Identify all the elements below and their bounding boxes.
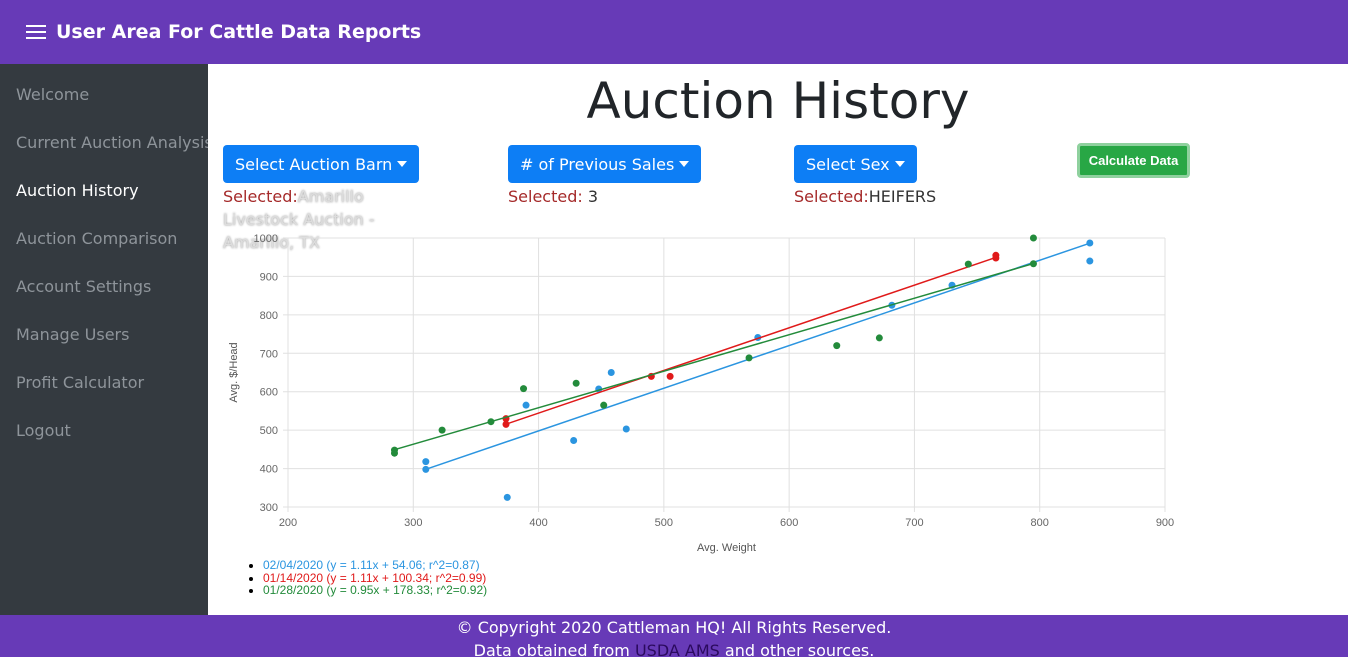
selected-sales: Selected: 3 [508, 185, 598, 208]
selected-sex-value: HEIFERS [868, 187, 937, 206]
sidebar-item-logout[interactable]: Logout [16, 421, 71, 440]
sidebar-item-auction-history[interactable]: Auction History [16, 181, 139, 200]
data-point-series-0 [1086, 257, 1094, 265]
selected-barn-value: Amarillo Livestock Auction - Amarillo, T… [223, 187, 375, 252]
legend-label: 02/04/2020 (y = 1.11x + 54.06; r^2=0.87) [263, 558, 480, 572]
chart-legend: 02/04/2020 (y = 1.11x + 54.06; r^2=0.87)… [246, 559, 487, 597]
main-content: Auction History Select Auction Barn # of… [208, 64, 1348, 615]
footer: © Copyright 2020 Cattleman HQ! All Right… [0, 615, 1348, 657]
data-point-series-2 [390, 449, 398, 457]
x-tick-label: 200 [279, 517, 297, 529]
legend-label: 01/28/2020 (y = 0.95x + 178.33; r^2=0.92… [263, 583, 488, 597]
selected-sales-label: Selected: [508, 187, 583, 206]
x-tick-label: 500 [655, 517, 673, 529]
data-point-series-2 [600, 401, 608, 409]
data-point-series-0 [503, 493, 511, 501]
data-point-series-2 [964, 260, 972, 268]
y-tick-label: 600 [260, 387, 278, 399]
data-point-series-2 [1029, 234, 1037, 242]
y-tick-label: 500 [260, 425, 278, 437]
data-point-series-2 [745, 354, 753, 362]
x-tick-label: 600 [780, 517, 798, 529]
data-point-series-0 [607, 369, 615, 376]
caret-down-icon [894, 161, 905, 167]
data-point-series-2 [1029, 260, 1037, 268]
data-point-series-2 [572, 379, 580, 387]
y-axis-label: Avg. $/Head [228, 342, 240, 402]
legend-item-series-0: 02/04/2020 (y = 1.11x + 54.06; r^2=0.87) [263, 559, 487, 572]
data-point-series-0 [1086, 239, 1094, 247]
sidebar-item-account-settings[interactable]: Account Settings [16, 277, 152, 296]
data-source-suffix: and other sources. [724, 641, 875, 657]
data-point-series-1 [992, 254, 1000, 262]
select-auction-barn-label: Select Auction Barn [235, 154, 393, 174]
copyright-text: © Copyright 2020 Cattleman HQ! All Right… [456, 618, 892, 637]
legend-item-series-2: 01/28/2020 (y = 0.95x + 178.33; r^2=0.92… [263, 584, 487, 597]
previous-sales-dropdown[interactable]: # of Previous Sales [508, 145, 702, 183]
legend-item-series-1: 01/14/2020 (y = 1.11x + 100.34; r^2=0.99… [263, 570, 487, 585]
trendline-series-2 [394, 262, 1034, 451]
select-sex-dropdown[interactable]: Select Sex [794, 145, 917, 183]
data-source-prefix: Data obtained from [473, 641, 630, 657]
auction-history-chart: 200 300 400 500 600 700 800 9003004005006007008… [228, 233, 1174, 554]
x-tick-label: 300 [404, 517, 422, 529]
data-point-series-1 [502, 420, 510, 428]
data-point-series-2 [487, 418, 495, 426]
sidebar: Welcome Current Auction Analysis Auction… [0, 64, 213, 615]
select-auction-barn-dropdown[interactable]: Select Auction Barn [223, 145, 420, 183]
usda-ams-link[interactable]: USDA AMS [634, 641, 720, 657]
data-point-series-2 [520, 385, 528, 393]
y-tick-label: 300 [260, 502, 278, 514]
data-point-series-2 [833, 342, 841, 350]
sidebar-item-manage-users[interactable]: Manage Users [16, 325, 130, 344]
data-point-series-0 [622, 425, 630, 433]
x-tick-label: 700 [905, 517, 923, 529]
x-tick-label: 800 [1031, 517, 1049, 529]
y-tick-label: 1000 [254, 233, 278, 245]
sidebar-item-welcome[interactable]: Welcome [16, 85, 90, 104]
sidebar-item-current-auction-analysis[interactable]: Current Auction Analysis [16, 133, 213, 152]
selected-barn-label: Selected: [223, 187, 298, 206]
data-point-series-2 [875, 334, 883, 342]
caret-down-icon [679, 161, 690, 167]
data-point-series-0 [422, 465, 430, 473]
sidebar-item-auction-comparison[interactable]: Auction Comparison [16, 229, 178, 248]
sidebar-item-profit-calculator[interactable]: Profit Calculator [16, 373, 145, 392]
trendline-series-1 [505, 256, 997, 425]
x-tick-label: 400 [529, 517, 547, 529]
y-tick-label: 700 [260, 348, 278, 360]
hamburger-menu-icon[interactable] [26, 25, 46, 39]
x-axis-label: Avg. Weight [697, 542, 756, 554]
trendline-series-0 [425, 242, 1091, 470]
data-point-series-1 [666, 372, 674, 380]
data-point-series-0 [570, 437, 578, 445]
previous-sales-label: # of Previous Sales [520, 154, 675, 174]
select-sex-label: Select Sex [806, 154, 890, 174]
selected-sex-label: Selected: [794, 187, 869, 206]
page-title: Auction History [586, 72, 970, 130]
x-tick-label: 900 [1156, 517, 1174, 529]
selected-sex: Selected:HEIFERS [794, 185, 936, 208]
top-navbar: User Area For Cattle Data Reports [0, 0, 1348, 64]
app-title: User Area For Cattle Data Reports [56, 21, 422, 43]
data-point-series-0 [522, 401, 530, 409]
data-source-text: Data obtained from USDA AMS and other so… [0, 639, 1348, 657]
y-tick-label: 800 [260, 310, 278, 322]
caret-down-icon [397, 161, 408, 167]
selected-barn: Selected:Amarillo Livestock Auction - Am… [223, 185, 423, 254]
y-tick-label: 400 [260, 464, 278, 476]
selected-sales-value: 3 [587, 187, 599, 206]
data-point-series-0 [422, 458, 430, 466]
data-point-series-2 [438, 426, 446, 434]
calculate-data-button[interactable]: Calculate Data [1077, 143, 1190, 178]
y-tick-label: 900 [260, 271, 278, 283]
legend-label: 01/14/2020 (y = 1.11x + 100.34; r^2=0.99… [263, 570, 487, 585]
